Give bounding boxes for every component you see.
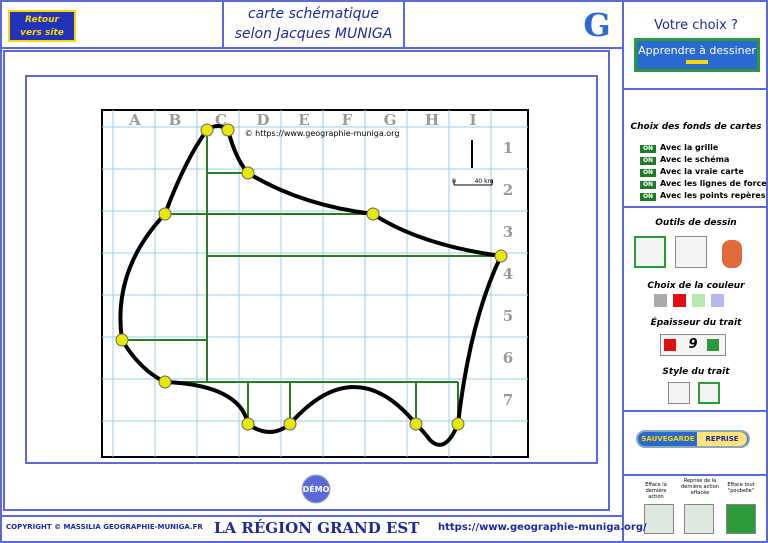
- color-swatch[interactable]: [654, 294, 667, 307]
- map-frame: [3, 50, 610, 511]
- rule: [0, 515, 622, 517]
- resume-button[interactable]: REPRISE: [697, 432, 747, 446]
- toggle[interactable]: ON: [640, 145, 656, 153]
- section-title: Épaisseur du trait: [650, 318, 742, 328]
- choice-text: Apprendre à dessiner: [638, 44, 756, 57]
- rule: [624, 410, 768, 412]
- background-option[interactable]: ON Avec les points repères: [640, 191, 768, 203]
- grid-label: F: [342, 111, 353, 129]
- grid-label: A: [128, 111, 141, 129]
- grid-label: G: [384, 111, 397, 129]
- grid-label: 1: [503, 139, 513, 157]
- option-label: Avec la grille: [660, 143, 719, 152]
- title-line: selon Jacques MUNIGA: [234, 26, 393, 42]
- demo-text: DÉMO: [303, 483, 330, 494]
- mascot-tool[interactable]: [722, 240, 742, 268]
- grid-label: 6: [503, 349, 513, 367]
- toggle[interactable]: ON: [640, 181, 656, 189]
- map-inner: [25, 75, 598, 464]
- section-title: Outils de dessin: [655, 218, 737, 228]
- option-label: Avec la vraie carte: [660, 167, 744, 176]
- color-swatch[interactable]: [673, 294, 686, 307]
- redo-button[interactable]: [684, 504, 714, 534]
- title-line: carte schématique: [247, 6, 380, 22]
- grid-label: D: [256, 111, 269, 129]
- demo-button[interactable]: [301, 474, 331, 504]
- scale-label: 0: [452, 178, 456, 185]
- grid-label: E: [298, 111, 309, 129]
- background-option[interactable]: ON Avec le schéma: [640, 155, 768, 167]
- title: carte schématique selon Jacques MUNIGA: [222, 2, 405, 47]
- rule: [624, 88, 768, 90]
- option-label: Avec les points repères: [660, 191, 766, 200]
- background-option[interactable]: ON Avec la vraie carte: [640, 167, 768, 179]
- redo-label: Reprise de la dernière action effacée: [681, 478, 719, 496]
- grid: [102, 110, 528, 457]
- minus-button[interactable]: [664, 339, 676, 351]
- arrow: [686, 60, 708, 64]
- rule: [624, 474, 768, 476]
- thickness-value: 9: [688, 337, 698, 352]
- section-title: Choix de la couleur: [647, 281, 745, 291]
- plus-button[interactable]: [707, 339, 719, 351]
- solid-style[interactable]: [698, 382, 720, 404]
- back-button[interactable]: Retour vers site: [8, 10, 76, 42]
- logo: G: [583, 6, 611, 44]
- background-option[interactable]: ON Avec les lignes de force: [640, 179, 768, 191]
- color-swatch[interactable]: [692, 294, 705, 307]
- back-text: vers site: [20, 28, 64, 38]
- grid-label: 4: [503, 265, 513, 283]
- grid-label: 5: [503, 307, 513, 325]
- footer-region: LA RÉGION GRAND EST: [214, 519, 420, 537]
- footer-copyright: COPYRIGHT © MASSILIA GEOGRAPHIE-MUNIGA.F…: [6, 523, 203, 531]
- save-button[interactable]: SAUVEGARDE: [641, 435, 695, 443]
- background-option[interactable]: ON Avec la grille: [640, 143, 768, 155]
- footer-url[interactable]: https://www.geographie-muniga.org/: [438, 522, 647, 533]
- color-swatch[interactable]: [711, 294, 724, 307]
- grid-label: 2: [503, 181, 513, 199]
- clear-button[interactable]: [726, 504, 756, 534]
- scale: 0 40 km: [452, 140, 494, 186]
- rule: [0, 47, 622, 49]
- grid-label: 7: [503, 391, 513, 409]
- section-title: Choix des fonds de cartes: [630, 122, 762, 132]
- choice-button[interactable]: Apprendre à dessiner: [634, 38, 760, 72]
- undo-button[interactable]: [644, 504, 674, 534]
- toggle[interactable]: ON: [640, 169, 656, 177]
- toggle[interactable]: ON: [640, 157, 656, 165]
- force-lines: [122, 130, 501, 424]
- divider: [622, 0, 624, 543]
- clear-label: Efface tout "poubelle": [727, 482, 755, 494]
- dashed-style[interactable]: [668, 382, 690, 404]
- grid-label: I: [469, 111, 476, 129]
- section-title: Style du trait: [662, 367, 730, 377]
- grid-label: B: [169, 111, 182, 129]
- background-options: ON Avec la grille ON Avec le schéma ON Avec l…: [640, 143, 768, 203]
- eraser-tool[interactable]: [675, 236, 707, 268]
- undo-label: Efface la dernière action: [645, 482, 667, 500]
- points: [115, 123, 508, 431]
- grid-label: H: [425, 111, 439, 129]
- option-label: Avec les lignes de force: [660, 179, 767, 188]
- back-text: Retour: [25, 15, 59, 25]
- map-copyright: © https://www.geographie-muniga.org: [245, 129, 400, 138]
- grid-label: 3: [503, 223, 513, 241]
- choice-title: Votre choix ?: [654, 18, 738, 33]
- option-label: Avec le schéma: [660, 155, 730, 164]
- map-area: [101, 109, 529, 458]
- rule: [624, 206, 768, 208]
- scale-label: 40 km: [475, 178, 494, 185]
- pencil-tool[interactable]: [634, 236, 666, 268]
- toggle[interactable]: ON: [640, 193, 656, 201]
